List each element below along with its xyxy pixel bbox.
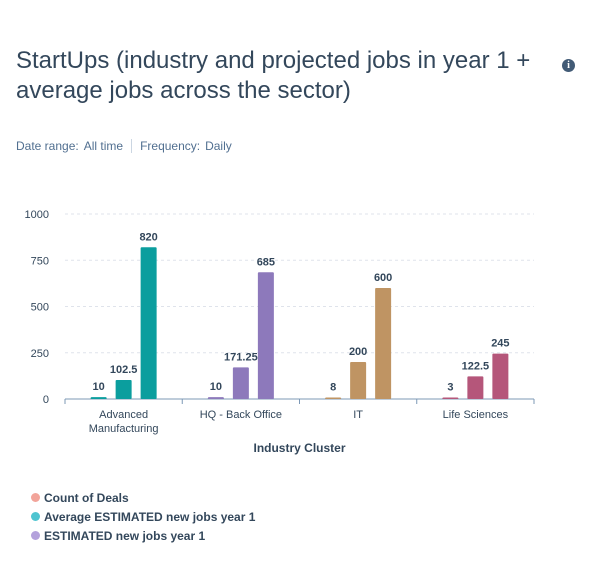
chart-legend: Count of Deals Average ESTIMATED new jobs… (31, 488, 255, 545)
bar-data-label: 820 (139, 231, 157, 243)
bar-data-label: 200 (349, 346, 367, 358)
bar-0-3 (442, 397, 459, 399)
bar-2-1 (257, 272, 274, 399)
y-tick-label: 1000 (25, 209, 49, 221)
legend-item[interactable]: Count of Deals (31, 488, 255, 507)
bar-data-label: 685 (257, 256, 275, 268)
legend-label: Average ESTIMATED new jobs year 1 (44, 509, 256, 524)
bar-data-label: 600 (374, 272, 392, 284)
y-tick-label: 0 (43, 394, 49, 406)
x-tick-label: Advanced (99, 409, 148, 421)
bar-chart: 0 250 500 750 1000 10 102.5 820 Advanced Manufact… (25, 209, 535, 455)
frequency-label: Frequency: (140, 139, 201, 153)
legend-swatch (31, 531, 40, 540)
y-tick-label: 250 (31, 348, 49, 360)
bar-2-0 (140, 247, 157, 399)
x-tick-label: Life Sciences (443, 409, 509, 421)
legend-item[interactable]: ESTIMATED new jobs year 1 (31, 526, 255, 545)
legend-label: Count of Deals (44, 490, 129, 505)
bar-0-2 (325, 397, 342, 399)
bar-data-label: 122.5 (462, 360, 490, 372)
bar-2-3 (492, 353, 509, 399)
bar-data-label: 102.5 (110, 364, 138, 376)
legend-label: ESTIMATED new jobs year 1 (44, 528, 206, 543)
y-tick-label: 500 (31, 302, 49, 314)
bar-1-2 (350, 362, 367, 399)
bar-2-2 (375, 288, 392, 399)
info-icon[interactable]: i (562, 59, 575, 72)
bar-data-label: 8 (330, 382, 336, 394)
legend-item[interactable]: Average ESTIMATED new jobs year 1 (31, 507, 255, 526)
bar-data-label: 10 (210, 381, 222, 393)
bar-data-label: 10 (93, 381, 105, 393)
date-range-label: Date range: (16, 139, 79, 153)
x-axis-title: Industry Cluster (253, 441, 345, 455)
legend-swatch (31, 512, 40, 521)
date-range-value[interactable]: All time (83, 139, 124, 153)
bar-0-1 (207, 397, 224, 399)
legend-swatch (31, 493, 40, 502)
bar-data-label: 245 (491, 338, 509, 350)
bar-data-label: 171.25 (224, 351, 258, 363)
x-tick-label: IT (353, 409, 363, 421)
filter-divider (131, 139, 133, 153)
frequency-value[interactable]: Daily (205, 139, 232, 153)
bar-data-label: 3 (447, 382, 453, 394)
chart-title: StartUps (industry and projected jobs in… (16, 47, 531, 104)
bar-1-0 (115, 380, 132, 399)
bar-0-0 (90, 397, 107, 399)
y-tick-label: 750 (31, 255, 49, 267)
x-tick-label: HQ - Back Office (200, 409, 282, 421)
filter-bar: Date range: All time Frequency: Daily (16, 139, 232, 153)
bar-1-1 (232, 367, 249, 399)
bar-1-3 (467, 376, 484, 399)
x-tick-label: Manufacturing (89, 423, 159, 435)
